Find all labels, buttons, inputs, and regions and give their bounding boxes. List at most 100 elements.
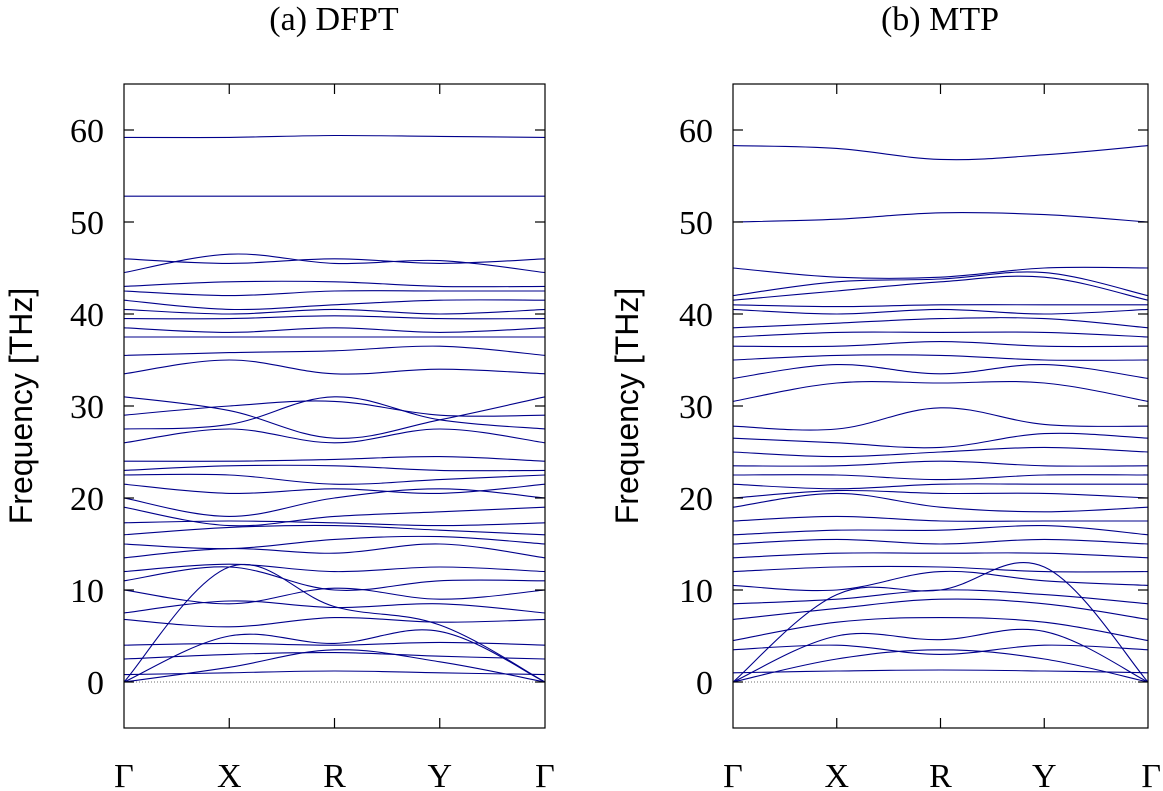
band-6 <box>123 641 546 646</box>
band-3 <box>123 563 546 683</box>
band-23 <box>123 396 546 430</box>
x-tick-label: Y <box>1032 758 1057 791</box>
panel-title: (b) MTP <box>881 1 999 38</box>
y-tick-label: 0 <box>87 665 104 702</box>
band-26 <box>123 359 546 375</box>
band-35 <box>732 145 1149 161</box>
band-13 <box>732 524 1149 536</box>
band-lines <box>123 134 546 683</box>
band-1 <box>732 649 1149 683</box>
band-23 <box>732 380 1149 402</box>
band-33 <box>123 290 545 297</box>
panel-title: (a) DFPT <box>269 1 399 38</box>
band-27 <box>732 331 1149 338</box>
y-tick-label: 60 <box>679 113 713 150</box>
band-4 <box>123 670 546 676</box>
band-29 <box>732 308 1149 315</box>
band-2 <box>732 628 1149 683</box>
band-5 <box>732 644 1149 655</box>
y-tick-label: 20 <box>679 481 713 518</box>
y-tick-label: 60 <box>70 113 104 150</box>
y-tick-label: 50 <box>679 205 713 242</box>
band-38 <box>123 134 546 139</box>
x-tick-label: Γ <box>535 758 555 791</box>
y-tick-label: 30 <box>679 389 713 426</box>
band-17 <box>732 483 1148 490</box>
plot-frame <box>732 83 1149 729</box>
band-21 <box>732 432 1149 449</box>
band-15 <box>123 520 546 527</box>
band-28 <box>732 317 1149 329</box>
x-tick-label: R <box>323 758 346 791</box>
x-tick-label: X <box>217 758 242 791</box>
band-20 <box>123 464 546 472</box>
band-32 <box>123 299 546 311</box>
band-6 <box>732 617 1149 642</box>
band-35 <box>123 253 546 274</box>
x-tick-label: Γ <box>114 758 134 791</box>
y-tick-label: 30 <box>70 389 104 426</box>
band-2 <box>123 629 546 683</box>
band-25 <box>732 354 1149 361</box>
band-lines <box>732 145 1149 683</box>
band-4 <box>732 669 1149 674</box>
y-tick-label: 10 <box>70 573 104 610</box>
panel-dfpt: (a) DFPT Frequency [THz] 0 10 20 30 40 50 60 Γ X… <box>3 1 555 791</box>
band-7 <box>732 598 1149 620</box>
band-20 <box>732 446 1149 458</box>
band-14 <box>732 515 1148 522</box>
y-tick-label: 40 <box>70 297 104 334</box>
band-11 <box>732 552 1149 559</box>
band-24 <box>732 364 1149 379</box>
y-axis-label: Frequency [THz] <box>3 288 39 525</box>
band-15 <box>732 492 1149 513</box>
band-29 <box>123 327 546 333</box>
x-tick-label: Y <box>427 758 452 791</box>
band-10 <box>732 565 1149 573</box>
y-tick-label: 20 <box>70 481 104 518</box>
band-21 <box>123 456 546 462</box>
band-8 <box>123 600 546 614</box>
x-tick-label: Γ <box>1141 758 1161 791</box>
band-12 <box>732 538 1149 545</box>
x-tick-label: Γ <box>723 758 743 791</box>
plot-frame <box>123 83 546 729</box>
band-26 <box>732 341 1149 348</box>
band-12 <box>123 543 546 559</box>
band-16 <box>123 506 546 527</box>
band-32 <box>732 271 1149 297</box>
band-33 <box>732 266 1149 280</box>
band-17 <box>123 488 546 517</box>
y-tick-label: 50 <box>70 205 104 242</box>
band-3 <box>732 562 1149 683</box>
band-24 <box>123 400 546 417</box>
band-27 <box>123 345 546 356</box>
band-7 <box>123 616 546 628</box>
band-25 <box>123 396 546 439</box>
y-tick-label: 40 <box>679 297 713 334</box>
y-axis-label: Frequency [THz] <box>609 288 645 525</box>
band-8 <box>732 589 1149 605</box>
band-34 <box>732 211 1149 223</box>
band-9 <box>123 587 546 605</box>
band-36 <box>123 258 546 264</box>
ticks: 0 10 20 30 40 50 60 Γ X R Y Γ <box>679 84 1161 791</box>
band-13 <box>123 535 546 550</box>
band-1 <box>123 649 546 683</box>
x-tick-label: R <box>929 758 952 791</box>
band-19 <box>732 460 1149 467</box>
band-30 <box>123 315 546 320</box>
band-11 <box>123 563 546 573</box>
ticks: 0 10 20 30 40 50 60 Γ X R Y Γ <box>70 84 555 791</box>
y-tick-label: 0 <box>696 665 713 702</box>
band-9 <box>732 570 1149 592</box>
band-22 <box>732 407 1149 431</box>
band-10 <box>123 566 546 591</box>
band-16 <box>732 489 1149 499</box>
band-22 <box>123 428 546 444</box>
band-5 <box>123 651 546 660</box>
band-18 <box>732 474 1149 481</box>
band-31 <box>732 275 1149 301</box>
band-30 <box>732 304 1148 308</box>
